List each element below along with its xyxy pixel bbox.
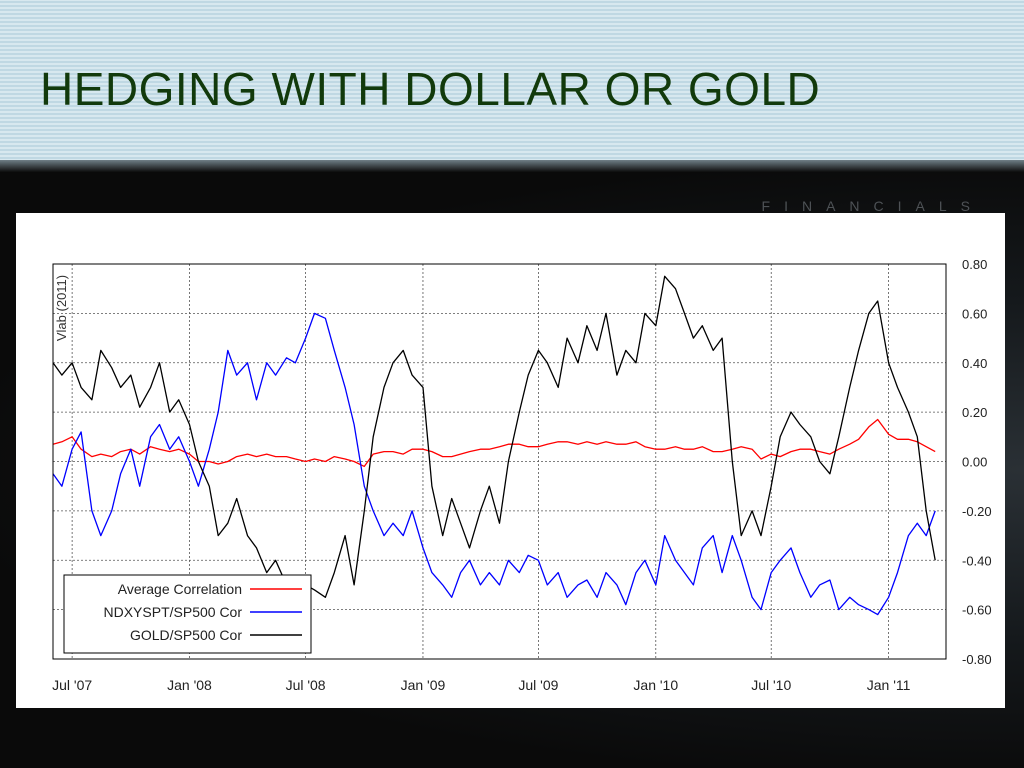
y-tick-label: 0.80 (962, 257, 987, 272)
chart-card: 0.80 0.60 0.40 0.20 0.00 -0.20 -0.40 -0.60 -0.80… (16, 213, 1005, 708)
series-line-1 (52, 312, 936, 616)
x-tick-label: Jan '10 (633, 677, 678, 693)
x-tick-label: Jul '07 (52, 677, 92, 693)
y-tick-label: 0.00 (962, 455, 987, 470)
x-tick-label: Jan '11 (867, 677, 911, 693)
legend-label: NDXYSPT/SP500 Cor (104, 604, 243, 620)
y-tick-label: -0.40 (962, 553, 992, 568)
x-tick-label: Jul '09 (518, 677, 558, 693)
x-tick-label: Jul '10 (751, 677, 791, 693)
y-tick-label: -0.60 (962, 603, 992, 618)
slide-header (0, 0, 1024, 163)
slide-title: HEDGING WITH DOLLAR OR GOLD (40, 63, 821, 115)
series-line-0 (52, 418, 936, 468)
y-axis-tick-labels: 0.80 0.60 0.40 0.20 0.00 -0.20 -0.40 -0.60 -0.80 (962, 257, 992, 667)
legend-box (63, 574, 312, 654)
watermark-text: FINANCIALS (761, 198, 984, 214)
x-tick-label: Jan '08 (167, 677, 212, 693)
correlation-line-chart: 0.80 0.60 0.40 0.20 0.00 -0.20 -0.40 -0.60 -0.80… (52, 257, 992, 693)
y-tick-label: -0.20 (962, 504, 992, 519)
series-line-2 (52, 275, 936, 598)
y-tick-label: -0.80 (962, 652, 992, 667)
x-tick-label: Jan '09 (401, 677, 446, 693)
x-axis-tick-labels: Jul '07 Jan '08 Jul '08 Jan '09 Jul '09 Jan '… (52, 677, 911, 693)
y-tick-label: 0.20 (962, 405, 987, 420)
y-tick-label: 0.40 (962, 356, 987, 371)
y-tick-label: 0.60 (962, 306, 987, 321)
x-tick-label: Jul '08 (286, 677, 326, 693)
plot-frame (52, 263, 947, 660)
y-axis-label: Vlab (2011) (54, 275, 69, 341)
header-shadow (0, 160, 1024, 172)
legend-label: GOLD/SP500 Cor (130, 627, 242, 643)
chart-legend: Average Correlation NDXYSPT/SP500 Cor GOLD… (63, 574, 312, 654)
series-lines (52, 275, 936, 616)
legend-label: Average Correlation (118, 581, 242, 597)
